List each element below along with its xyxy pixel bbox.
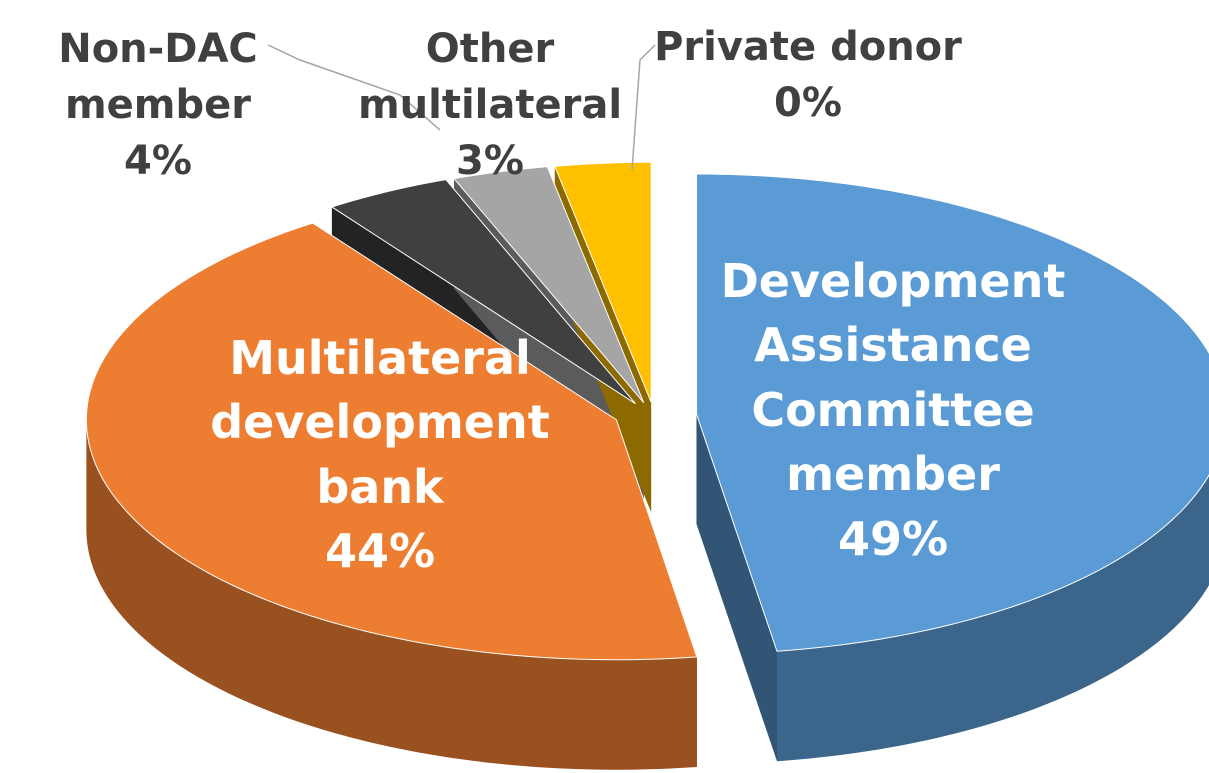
leader-line [267, 44, 441, 131]
slice [330, 179, 636, 405]
value-label: 3% [456, 138, 524, 184]
slice-wall [86, 419, 697, 770]
category-label: Other multilateral [357, 26, 623, 128]
leader-line [631, 44, 656, 171]
value-label: 49% [837, 511, 949, 566]
value-label: 0% [774, 80, 842, 126]
value-label: 4% [124, 138, 192, 184]
slice-label: Multilateral development bank 44% [190, 326, 570, 584]
category-label: Multilateral development bank [210, 331, 550, 514]
slice-side [696, 414, 777, 762]
slice [85, 222, 698, 661]
slice-label: Development Assistance Committee member 4… [693, 249, 1093, 571]
slice-label: Non-DAC member 4% [48, 21, 268, 189]
slice-wall [776, 475, 1209, 762]
slice [554, 161, 652, 403]
slice-label: Private donor 0% [648, 19, 968, 131]
category-label: Non-DAC member [58, 26, 258, 128]
category-label: Private donor [654, 24, 962, 70]
slice [453, 166, 645, 404]
slice [695, 173, 1209, 652]
slice-label: Other multilateral 3% [350, 21, 630, 189]
value-label: 44% [324, 524, 436, 579]
category-label: Development Assistance Committee member [720, 254, 1066, 502]
